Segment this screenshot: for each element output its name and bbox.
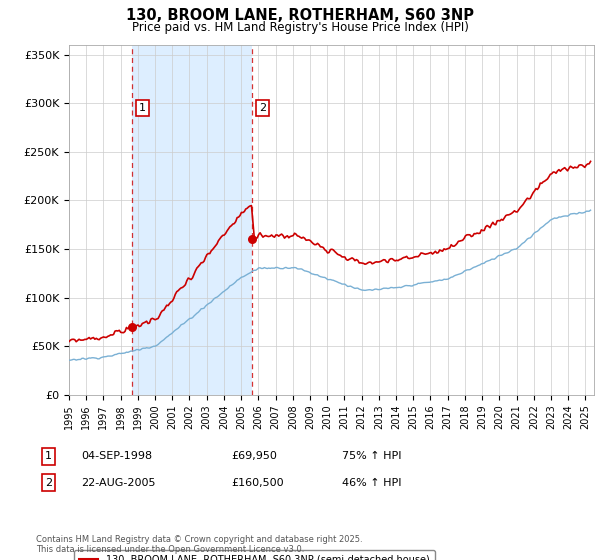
Text: 46% ↑ HPI: 46% ↑ HPI bbox=[342, 478, 401, 488]
Bar bbox=[132, 45, 252, 395]
Text: £69,950: £69,950 bbox=[231, 451, 277, 461]
Text: 22-AUG-2005: 22-AUG-2005 bbox=[81, 478, 155, 488]
Text: 1: 1 bbox=[139, 103, 146, 113]
Text: 04-SEP-1998: 04-SEP-1998 bbox=[81, 451, 152, 461]
Text: Price paid vs. HM Land Registry's House Price Index (HPI): Price paid vs. HM Land Registry's House … bbox=[131, 21, 469, 34]
Text: £160,500: £160,500 bbox=[231, 478, 284, 488]
Point bbox=[127, 323, 137, 332]
Legend: 130, BROOM LANE, ROTHERHAM, S60 3NP (semi-detached house), HPI: Average price, s: 130, BROOM LANE, ROTHERHAM, S60 3NP (sem… bbox=[74, 549, 434, 560]
Text: 2: 2 bbox=[259, 103, 266, 113]
Point bbox=[247, 234, 257, 243]
Text: 130, BROOM LANE, ROTHERHAM, S60 3NP: 130, BROOM LANE, ROTHERHAM, S60 3NP bbox=[126, 8, 474, 24]
Text: 2: 2 bbox=[45, 478, 52, 488]
Text: Contains HM Land Registry data © Crown copyright and database right 2025.
This d: Contains HM Land Registry data © Crown c… bbox=[36, 535, 362, 554]
Text: 1: 1 bbox=[45, 451, 52, 461]
Text: 75% ↑ HPI: 75% ↑ HPI bbox=[342, 451, 401, 461]
